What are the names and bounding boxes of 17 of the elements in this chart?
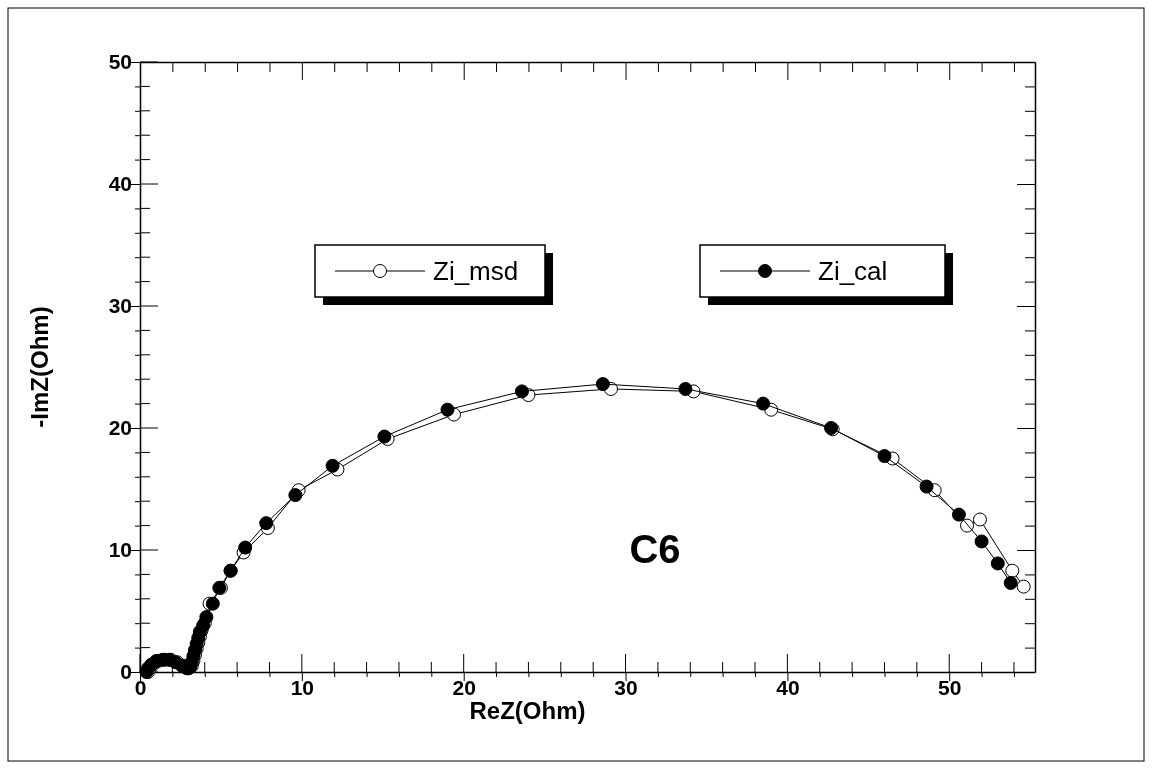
x-tick-label: 20 [452, 675, 476, 699]
y-tick-label: 50 [108, 50, 132, 74]
y-tick-label: 40 [108, 172, 132, 196]
x-tick-label: 10 [290, 675, 315, 699]
y-tick-label: 0 [120, 660, 132, 684]
y-tick-label: 20 [108, 416, 132, 440]
y-axis-title: -ImZ(Ohm) [26, 306, 53, 428]
x-tick-label: 0 [134, 675, 147, 699]
legend-label: Zi_msd [433, 256, 519, 286]
x-tick-label: 40 [776, 675, 800, 699]
x-tick-label: 50 [938, 675, 962, 699]
x-axis-title: ReZ(Ohm) [469, 697, 586, 724]
x-tick-label: 30 [614, 675, 638, 699]
legend-label: Zi_cal [818, 256, 888, 286]
y-tick-label: 30 [108, 294, 132, 318]
annotation: C6 [629, 527, 681, 571]
y-tick-label: 10 [108, 538, 132, 562]
